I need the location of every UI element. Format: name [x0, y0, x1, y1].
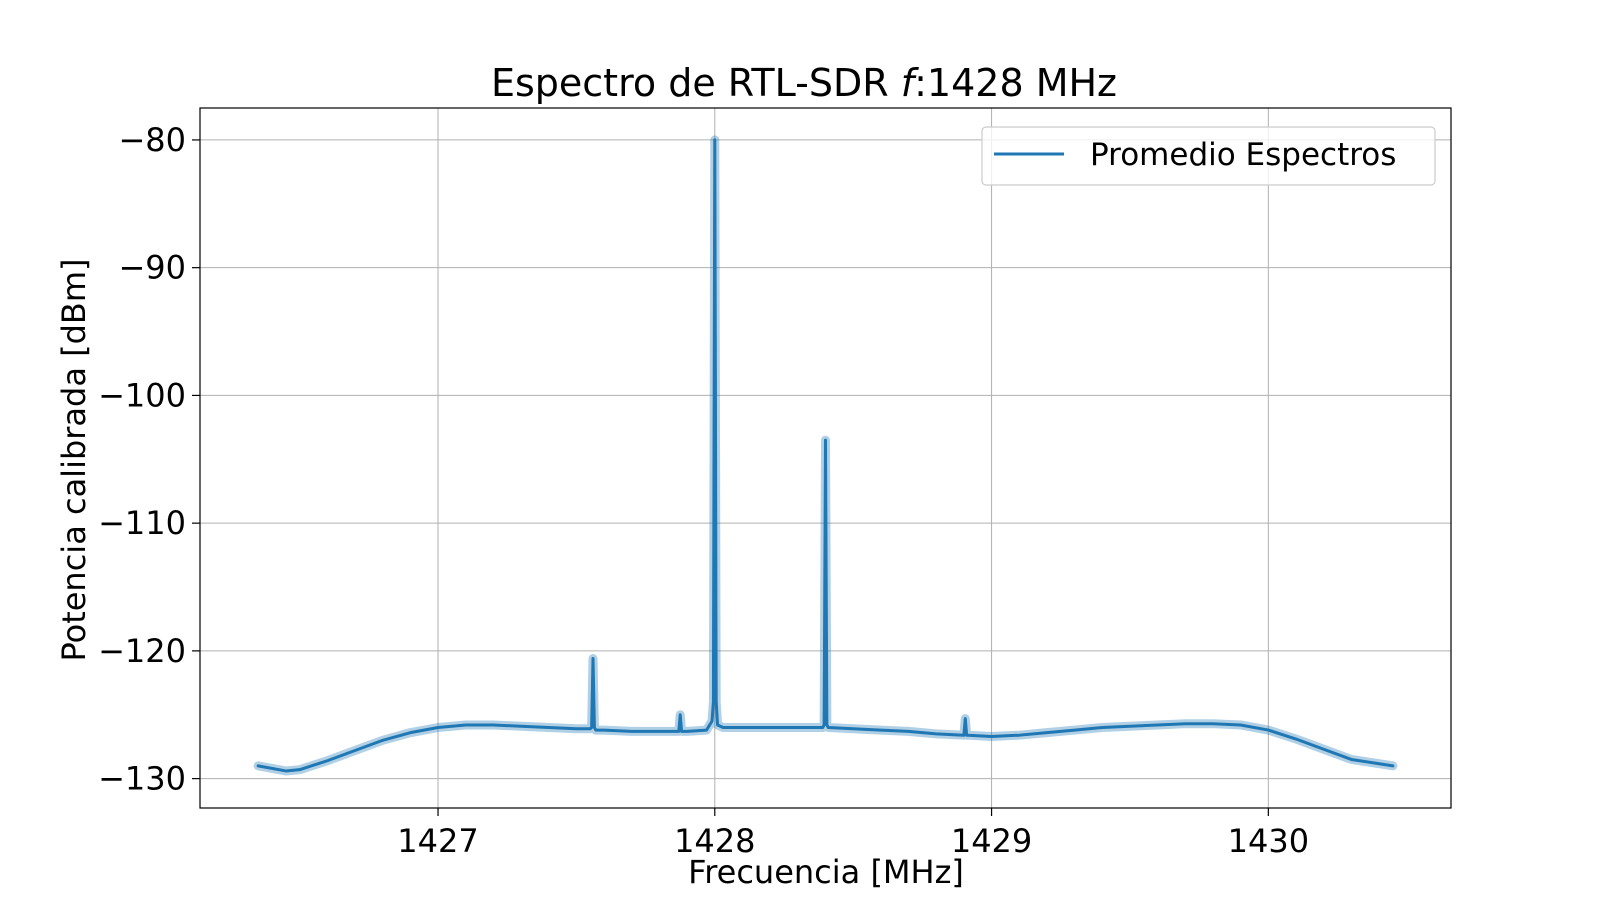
legend: Promedio Espectros	[981, 126, 1436, 186]
legend-label: Promedio Espectros	[1090, 137, 1396, 173]
x-tick-label: 1430	[1228, 822, 1309, 860]
plot-frame	[199, 107, 1452, 809]
y-axis-label: Potencia calibrada [dBm]	[55, 258, 93, 661]
y-tick-label: −130	[98, 760, 186, 798]
x-axis-label: Frecuencia [MHz]	[688, 853, 964, 891]
y-tick-label: −90	[118, 249, 186, 287]
y-tick-label: −120	[98, 632, 186, 670]
axis-ticks: 1427 1428 1429 1430 −80 −90 −100 −110 −120 −130	[98, 121, 1309, 860]
y-tick-label: −110	[98, 504, 186, 542]
series-line	[256, 138, 1395, 773]
y-tick-label: −100	[98, 376, 186, 414]
x-tick-label: 1429	[951, 822, 1032, 860]
chart-title: Espectro de RTL-SDR f:1428 MHz	[491, 61, 1117, 105]
legend-box	[981, 126, 1436, 186]
plot-series	[253, 135, 1398, 776]
y-tick-label: −80	[118, 121, 186, 159]
x-tick-label: 1427	[397, 822, 478, 860]
x-tick-label: 1428	[674, 822, 755, 860]
